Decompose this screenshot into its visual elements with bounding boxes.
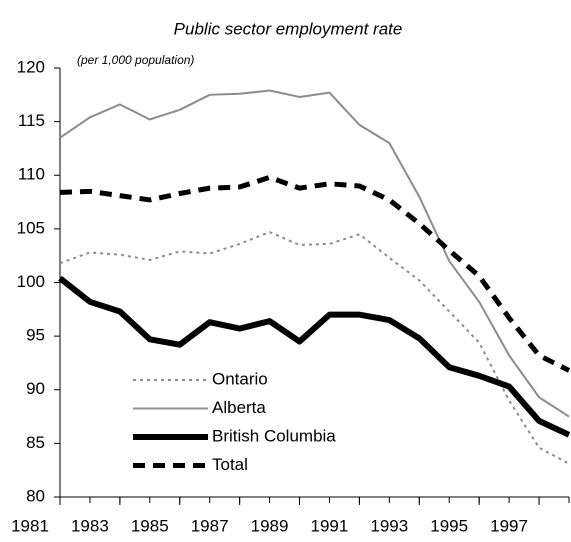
y-tick-label: 100 [17,272,45,291]
series-line [59,231,570,465]
y-tick-label: 90 [26,379,45,398]
y-tick-label: 105 [17,218,45,237]
legend-label: Alberta [212,398,266,417]
x-tick-label: 1985 [131,516,169,535]
y-tick-label: 95 [26,326,45,345]
y-tick-label: 120 [17,57,45,76]
x-tick-label: 1993 [370,516,408,535]
x-tick-label: 1983 [71,516,109,535]
chart-title: Public sector employment rate [174,19,403,38]
series-line [59,174,571,373]
x-tick-label: 1997 [490,516,528,535]
series-line [58,275,571,438]
x-tick-label: 1995 [430,516,468,535]
x-tick-label: 1991 [310,516,348,535]
x-tick-label: 1981 [11,516,49,535]
x-tick-label: 1987 [191,516,229,535]
x-tick-label: 1989 [251,516,289,535]
legend-label: British Columbia [212,426,336,445]
y-tick-label: 80 [26,486,45,505]
y-tick-label: 115 [18,111,45,130]
legend-label: Ontario [212,369,268,388]
legend-label: Total [212,455,248,474]
series-line [59,89,570,418]
y-tick-label: 85 [26,433,45,452]
y-tick-label: 110 [18,165,45,184]
chart-subtitle: (per 1,000 population) [77,53,194,67]
